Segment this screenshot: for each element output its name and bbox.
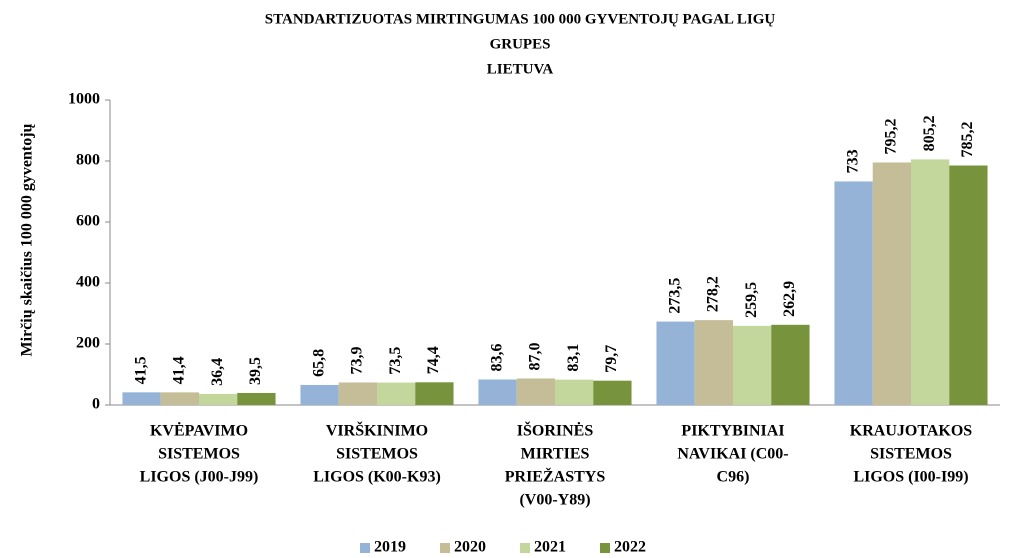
data-label: 278,2: [705, 276, 722, 312]
legend-label: 2020: [454, 539, 486, 556]
x-tick-label: KRAUJOTAKOS: [850, 423, 972, 440]
data-label: 36,4: [209, 358, 226, 386]
chart-title: LIETUVA: [487, 61, 554, 77]
bar: [771, 324, 810, 405]
bar: [199, 393, 238, 405]
x-tick-label: SISTEMOS: [336, 446, 418, 463]
chart-title: GRUPES: [490, 36, 551, 52]
data-label: 73,5: [387, 347, 404, 375]
bar: [300, 384, 339, 405]
data-label: 79,7: [603, 345, 620, 373]
legend-label: 2019: [374, 539, 406, 556]
data-label: 41,4: [171, 356, 188, 384]
legend-swatch: [600, 543, 610, 553]
bar: [160, 392, 199, 405]
data-label: 805,2: [921, 115, 938, 151]
bar: [237, 392, 276, 405]
y-axis-label: Mirčių skaičius 100 000 gyventojų: [19, 123, 36, 356]
data-label: 41,5: [132, 356, 149, 384]
data-label: 74,4: [425, 346, 442, 374]
data-label: 65,8: [310, 349, 327, 377]
bar: [377, 382, 416, 405]
y-tick-label: 800: [76, 152, 100, 169]
bar: [122, 392, 161, 405]
data-label: 733: [844, 149, 861, 173]
data-label: 273,5: [666, 278, 683, 314]
data-label: 259,5: [743, 282, 760, 318]
y-tick-label: 0: [92, 396, 100, 413]
bar: [593, 380, 632, 405]
bar: [338, 382, 377, 405]
data-label: 87,0: [527, 342, 544, 370]
bar: [656, 321, 695, 405]
x-tick-label: NAVIKAI (C00-: [677, 446, 788, 463]
legend-label: 2022: [614, 539, 646, 556]
x-tick-label: VIRŠKINIMO: [326, 421, 428, 440]
x-tick-label: KVĖPAVIMO: [150, 421, 248, 440]
legend-swatch: [440, 543, 450, 553]
bar: [834, 181, 873, 405]
x-tick-label: LIGOS (J00-J99): [140, 469, 259, 486]
x-tick-label: SISTEMOS: [158, 446, 240, 463]
bar: [733, 325, 772, 405]
data-label: 73,9: [349, 346, 366, 374]
x-tick-label: SISTEMOS: [870, 446, 952, 463]
data-label: 785,2: [959, 122, 976, 158]
bar: [555, 379, 594, 405]
y-tick-label: 1000: [68, 91, 100, 108]
y-tick-label: 400: [76, 274, 100, 291]
x-tick-label: PRIEŽASTYS: [505, 467, 606, 486]
bar: [872, 162, 911, 405]
x-tick-label: C96): [717, 469, 750, 486]
bar: [415, 382, 454, 405]
bar: [949, 165, 988, 405]
bar: [478, 379, 517, 405]
legend-swatch: [520, 543, 530, 553]
bar: [694, 320, 733, 405]
data-label: 795,2: [883, 118, 900, 154]
y-tick-label: 200: [76, 335, 100, 352]
bar: [516, 378, 555, 405]
legend-swatch: [360, 543, 370, 553]
x-tick-label: PIKTYBINIAI: [681, 423, 784, 440]
x-tick-label: LIGOS (K00-K93): [313, 469, 441, 486]
bar: [911, 159, 950, 405]
x-tick-label: MIRTIES: [521, 446, 590, 463]
data-label: 262,9: [781, 281, 798, 317]
data-label: 39,5: [247, 357, 264, 385]
legend-label: 2021: [534, 539, 566, 556]
x-tick-label: LIGOS (I00-I99): [853, 469, 968, 486]
data-label: 83,1: [565, 344, 582, 372]
data-label: 83,6: [488, 344, 505, 372]
x-tick-label: (V00-Y89): [519, 492, 590, 509]
x-tick-label: IŠORINĖS: [517, 421, 594, 440]
chart-title: STANDARTIZUOTAS MIRTINGUMAS 100 000 GYVE…: [265, 11, 776, 27]
y-tick-label: 600: [76, 213, 100, 230]
